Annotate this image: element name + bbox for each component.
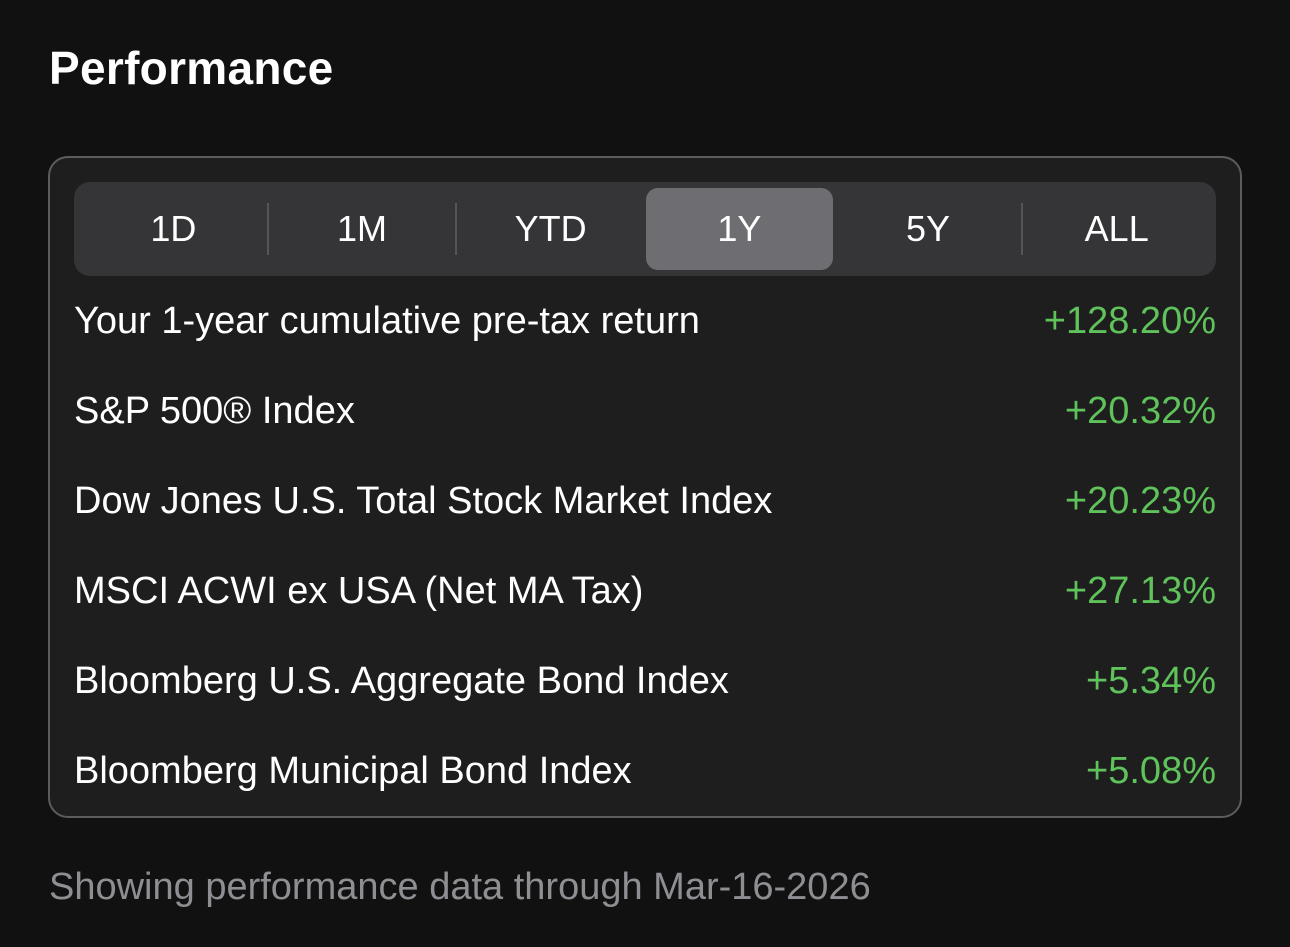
section-title: Performance [49,42,334,94]
period-tab-1d[interactable]: 1D [150,208,197,249]
return-value: +20.23% [1064,480,1216,522]
return-label: S&P 500® Index [74,390,355,432]
return-row-sp500: S&P 500® Index +20.32% [74,366,1216,456]
performance-card: 1D 1M YTD 1Y 5Y ALL Your 1-year cumulati… [48,156,1242,818]
return-value: +128.20% [1043,300,1216,342]
return-row-bloomberg-municipal: Bloomberg Municipal Bond Index +5.08% [74,726,1216,816]
return-value: +5.34% [1086,660,1216,702]
return-label: Bloomberg U.S. Aggregate Bond Index [74,660,729,702]
return-row-dow-jones: Dow Jones U.S. Total Stock Market Index … [74,456,1216,546]
return-label: Bloomberg Municipal Bond Index [74,750,632,792]
period-tab-5y[interactable]: 5Y [906,208,951,249]
segment-divider [1021,203,1024,255]
period-tab-ytd[interactable]: YTD [514,208,587,249]
segment-divider [455,203,458,255]
returns-list: Your 1-year cumulative pre-tax return +1… [74,276,1216,816]
period-tab-1m[interactable]: 1M [337,208,388,249]
data-through-note: Showing performance data through Mar-16-… [49,866,871,908]
return-label: Dow Jones U.S. Total Stock Market Index [74,480,773,522]
return-label: Your 1-year cumulative pre-tax return [74,300,700,342]
return-value: +20.32% [1064,390,1216,432]
return-value: +27.13% [1064,570,1216,612]
period-selector: 1D 1M YTD 1Y 5Y ALL [74,182,1216,276]
return-row-portfolio: Your 1-year cumulative pre-tax return +1… [74,276,1216,366]
return-row-bloomberg-aggregate: Bloomberg U.S. Aggregate Bond Index +5.3… [74,636,1216,726]
return-label: MSCI ACWI ex USA (Net MA Tax) [74,570,644,612]
return-row-msci-acwi: MSCI ACWI ex USA (Net MA Tax) +27.13% [74,546,1216,636]
return-value: +5.08% [1086,750,1216,792]
period-tab-1y[interactable]: 1Y [646,188,833,270]
period-tab-all[interactable]: ALL [1084,208,1149,249]
segment-divider [266,203,269,255]
